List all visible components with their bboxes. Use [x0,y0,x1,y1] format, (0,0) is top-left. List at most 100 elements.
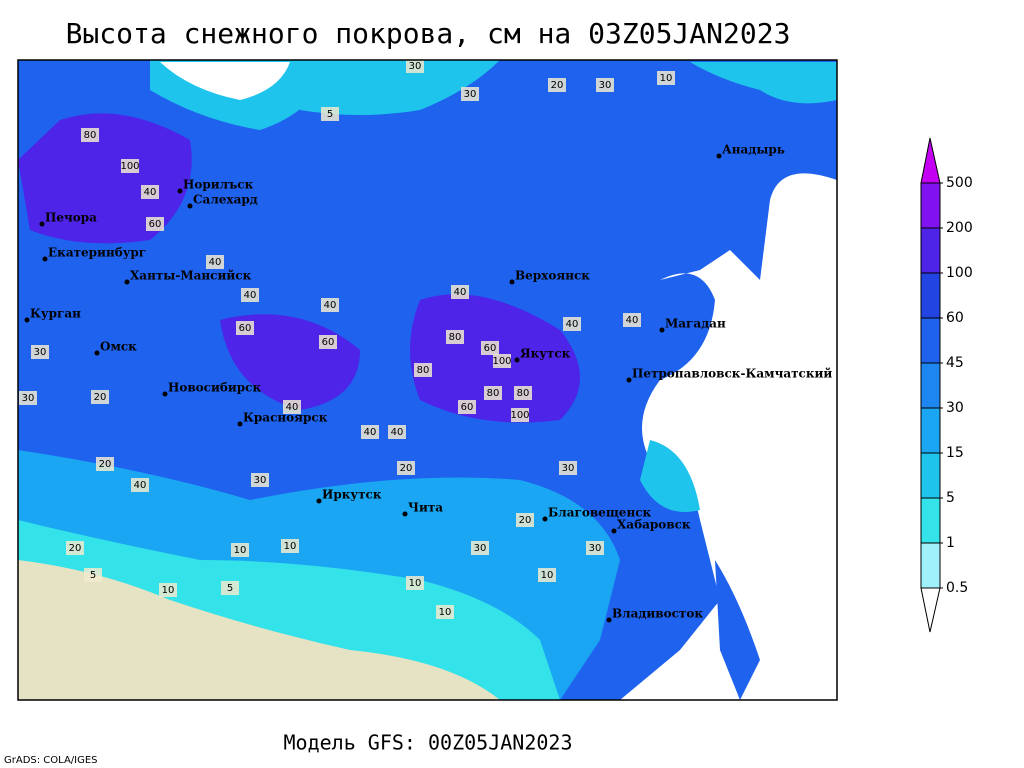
contour-label: 40 [144,187,157,198]
map-frame [17,59,838,701]
city-label: Норилъск [183,178,254,192]
contour-label-box [146,217,164,231]
contour-label: 40 [391,427,404,438]
contour-label: 100 [120,161,139,172]
contour-label-box [406,59,424,73]
colorbar-segment [920,317,941,364]
contour-label: 30 [409,61,422,72]
city-dot [316,498,322,504]
contour-label: 30 [464,89,477,100]
bare-land [18,560,500,700]
city-label: Новосибирск [168,381,261,395]
contour-label-box [481,341,499,355]
colorbar-segment [920,272,941,319]
credit: GrADS: COLA/IGES [4,755,98,766]
contour-label-box [484,386,502,400]
island [715,560,760,700]
map-labels: 30 30 20 30 10 5 80 100 40 60 40 40 40 40 60 60 60 80 100 8… [19,59,832,623]
city-label: Салехард [193,193,258,207]
contour-label: 10 [409,578,422,589]
contour-label-box [516,513,534,527]
city-label: Магадан [665,317,726,331]
contour-label: 40 [566,319,579,330]
contour-label-box [657,71,675,85]
snow-deep [18,113,192,244]
colorbar-label: 15 [946,445,964,461]
contour-label: 80 [449,332,462,343]
contour-label: 20 [400,463,413,474]
contour-label-box [511,408,529,422]
contour-label-box [281,539,299,553]
colorbar-label: 1 [946,535,955,551]
city-label: Благовещенск [548,506,652,520]
contour-label-box [283,400,301,414]
contour-label-box [159,583,177,597]
contour-label-box [514,386,532,400]
city-label: Петропавловск-Камчатский [632,367,832,381]
contour-label: 20 [94,392,107,403]
city-dot [606,617,612,623]
contour-label: 30 [34,347,47,358]
city-dot [124,279,130,285]
city-dot [24,317,30,323]
contour-label: 40 [244,290,257,301]
city-dot [187,203,193,209]
city-label: Ханты-Мансийск [130,269,252,283]
city-dot [39,221,45,227]
contour-label: 10 [660,73,673,84]
city-label: Омск [100,340,137,354]
colorbar-segment [920,227,941,274]
contour-label: 5 [327,109,333,120]
contour-label-box [251,473,269,487]
contour-label: 80 [517,388,530,399]
contour-label: 100 [510,410,529,421]
colorbar-label: 500 [946,175,973,191]
colorbar-label: 200 [946,220,973,236]
contour-label: 80 [487,388,500,399]
city-dot [42,256,48,262]
contour-label: 40 [364,427,377,438]
contour-label: 60 [322,337,335,348]
contour-label-box [96,457,114,471]
city-label: Екатеринбург [48,246,146,260]
city-dot [659,327,665,333]
contour-label: 30 [22,393,35,404]
contour-label-box [538,568,556,582]
colorbar-label: 0.5 [946,580,968,596]
contour-label-box [121,159,139,173]
coast-ice [640,440,700,512]
contour-label: 80 [417,365,430,376]
city-dot [626,377,632,383]
city-label: Верхоянск [515,269,590,283]
contour-label: 10 [541,570,554,581]
contour-label-box [596,78,614,92]
contour-label-box [461,87,479,101]
contour-label-box [236,321,254,335]
city-label: Иркутск [322,488,382,502]
contour-label: 10 [284,541,297,552]
contour-label-box [321,107,339,121]
city-label: Анадырь [722,143,785,157]
colorbar-label: 5 [946,490,955,506]
city-label: Красноярск [243,411,328,425]
contour-label: 100 [492,356,511,367]
colorbar-tip [920,137,941,184]
contour-label-box [436,605,454,619]
contour-label: 40 [454,287,467,298]
contour-label-box [221,581,239,595]
colorbar-segment [920,362,941,409]
contour-label-box [548,78,566,92]
city-label: Владивосток [612,607,703,621]
city-label: Якутск [520,347,571,361]
contour-label-box [559,461,577,475]
title: Высота снежного покрова, см на 03Z05JAN2… [66,17,791,50]
open-sea [620,173,837,701]
contour-label: 20 [519,515,532,526]
contour-label: 60 [239,323,252,334]
city-label: Курган [30,307,81,321]
colorbar-segment [920,452,941,499]
city-label: Чита [408,501,443,515]
contour-label: 30 [599,80,612,91]
